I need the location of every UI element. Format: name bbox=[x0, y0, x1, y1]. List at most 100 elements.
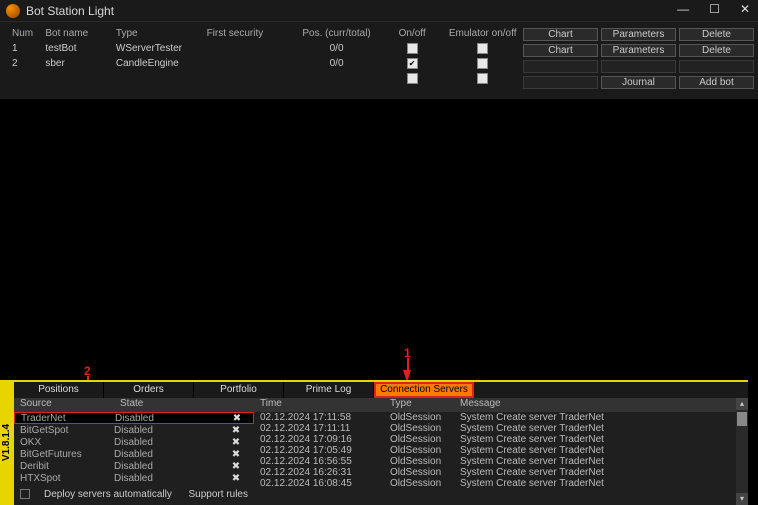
window-title: Bot Station Light bbox=[26, 4, 114, 18]
log-row[interactable]: 02.12.2024 16:26:31OldSessionSystem Crea… bbox=[254, 467, 748, 478]
server-remove-icon[interactable]: ✖ bbox=[225, 413, 249, 424]
server-row[interactable]: BitGetFuturesDisabled✖ bbox=[14, 448, 254, 460]
log-message: System Create server TraderNet bbox=[454, 412, 610, 423]
bot-cell: 2 bbox=[6, 56, 39, 71]
chart-button[interactable]: Chart bbox=[523, 44, 598, 57]
tab-portfolio[interactable]: Portfolio bbox=[194, 382, 284, 398]
server-remove-icon[interactable]: ✖ bbox=[224, 437, 248, 448]
parameters-button[interactable]: Parameters bbox=[601, 28, 676, 41]
log-type: OldSession bbox=[384, 434, 454, 445]
titlebar: Bot Station Light — ☐ ✕ bbox=[0, 0, 758, 22]
log-time: 02.12.2024 16:56:55 bbox=[254, 456, 384, 467]
log-message: System Create server TraderNet bbox=[454, 478, 610, 489]
workspace-empty: 1 2 bbox=[0, 100, 758, 378]
scroll-down-icon[interactable]: ▾ bbox=[736, 493, 748, 505]
log-header-type: Type bbox=[384, 398, 454, 412]
log-row[interactable]: 02.12.2024 17:05:49OldSessionSystem Crea… bbox=[254, 445, 748, 456]
app-logo-icon bbox=[6, 4, 20, 18]
server-source: OKX bbox=[14, 437, 114, 448]
log-message: System Create server TraderNet bbox=[454, 456, 610, 467]
tab-orders[interactable]: Orders bbox=[104, 382, 194, 398]
server-state: Disabled bbox=[115, 413, 225, 424]
bot-header-3: First security bbox=[201, 26, 292, 41]
log-row[interactable]: 02.12.2024 17:11:58OldSessionSystem Crea… bbox=[254, 412, 748, 423]
log-type: OldSession bbox=[384, 412, 454, 423]
parameters-button[interactable]: Parameters bbox=[601, 44, 676, 57]
delete-button[interactable]: Delete bbox=[679, 44, 754, 57]
bot-row[interactable]: 2sberCandleEngine0/0 bbox=[6, 56, 523, 71]
top-area: NumBot nameTypeFirst securityPos. (curr/… bbox=[0, 22, 758, 100]
maximize-button[interactable]: ☐ bbox=[705, 2, 724, 16]
tab-prime-log[interactable]: Prime Log bbox=[284, 382, 374, 398]
bot-cell: testBot bbox=[39, 41, 110, 56]
bot-emu-checkbox[interactable] bbox=[477, 58, 488, 69]
server-remove-icon[interactable]: ✖ bbox=[224, 473, 248, 484]
log-panel: Time Type Message 02.12.2024 17:11:58Old… bbox=[254, 398, 748, 505]
server-header-row: Source State bbox=[14, 398, 254, 412]
server-source: BitGetFutures bbox=[14, 449, 114, 460]
bot-header-4: Pos. (curr/total) bbox=[291, 26, 382, 41]
server-row[interactable]: OKXDisabled✖ bbox=[14, 436, 254, 448]
bot-header-5: On/off bbox=[382, 26, 442, 41]
server-row[interactable]: BitGetSpotDisabled✖ bbox=[14, 424, 254, 436]
server-footer: Deploy servers automatically Support rul… bbox=[14, 483, 254, 505]
log-type: OldSession bbox=[384, 445, 454, 456]
journal-button[interactable]: Journal bbox=[601, 76, 676, 89]
server-remove-icon[interactable]: ✖ bbox=[224, 425, 248, 436]
bot-row[interactable]: 1testBotWServerTester0/0 bbox=[6, 41, 523, 56]
server-remove-icon[interactable]: ✖ bbox=[224, 461, 248, 472]
bot-cell bbox=[201, 56, 292, 71]
deploy-auto-label: Deploy servers automatically bbox=[44, 489, 172, 500]
server-source: Deribit bbox=[14, 461, 114, 472]
server-row[interactable]: TraderNetDisabled✖ bbox=[14, 412, 254, 424]
bot-row-blank bbox=[6, 71, 523, 86]
bot-on-checkbox[interactable] bbox=[407, 58, 418, 69]
version-strip: V1.8.1.4 bbox=[0, 380, 14, 505]
tab-connection-servers[interactable]: Connection Servers bbox=[374, 382, 474, 398]
server-remove-icon[interactable]: ✖ bbox=[224, 449, 248, 460]
bot-on-checkbox[interactable] bbox=[407, 73, 418, 84]
server-row[interactable]: HTXSpotDisabled✖ bbox=[14, 472, 254, 483]
log-row[interactable]: 02.12.2024 17:11:11OldSessionSystem Crea… bbox=[254, 423, 748, 434]
log-message: System Create server TraderNet bbox=[454, 467, 610, 478]
support-rules-button[interactable]: Support rules bbox=[189, 489, 248, 500]
bot-emu-checkbox[interactable] bbox=[477, 73, 488, 84]
bot-header-0: Num bbox=[6, 26, 39, 41]
scroll-thumb[interactable] bbox=[737, 412, 747, 426]
log-header-row: Time Type Message bbox=[254, 398, 748, 412]
server-state: Disabled bbox=[114, 449, 224, 460]
log-time: 02.12.2024 17:11:11 bbox=[254, 423, 384, 434]
log-row[interactable]: 02.12.2024 16:56:55OldSessionSystem Crea… bbox=[254, 456, 748, 467]
bottom-panels: Source State TraderNetDisabled✖BitGetSpo… bbox=[14, 398, 748, 505]
log-time: 02.12.2024 17:09:16 bbox=[254, 434, 384, 445]
bot-header-6: Emulator on/off bbox=[442, 26, 523, 41]
log-row[interactable]: 02.12.2024 17:09:16OldSessionSystem Crea… bbox=[254, 434, 748, 445]
log-row[interactable]: 02.12.2024 16:08:45OldSessionSystem Crea… bbox=[254, 478, 748, 489]
bot-header-1: Bot name bbox=[39, 26, 110, 41]
chart-button[interactable]: Chart bbox=[523, 28, 598, 41]
deploy-auto-checkbox[interactable] bbox=[20, 489, 30, 499]
log-type: OldSession bbox=[384, 423, 454, 434]
version-label: V1.8.1.4 bbox=[2, 424, 13, 461]
delete-button[interactable]: Delete bbox=[679, 28, 754, 41]
log-time: 02.12.2024 16:08:45 bbox=[254, 478, 384, 489]
minimize-button[interactable]: — bbox=[673, 2, 693, 16]
add-bot-button[interactable]: Add bot bbox=[679, 76, 754, 89]
log-type: OldSession bbox=[384, 456, 454, 467]
server-row[interactable]: DeribitDisabled✖ bbox=[14, 460, 254, 472]
scroll-up-icon[interactable]: ▴ bbox=[736, 398, 748, 410]
bot-cell: WServerTester bbox=[110, 41, 201, 56]
bot-emu-checkbox[interactable] bbox=[477, 43, 488, 54]
bot-on-checkbox[interactable] bbox=[407, 43, 418, 54]
bot-cell bbox=[201, 41, 292, 56]
server-state: Disabled bbox=[114, 473, 224, 484]
tab-positions[interactable]: Positions bbox=[14, 382, 104, 398]
bot-cell: sber bbox=[39, 56, 110, 71]
bottom-tabs: PositionsOrdersPortfolioPrime LogConnect… bbox=[14, 380, 748, 398]
bot-cell: 1 bbox=[6, 41, 39, 56]
empty-button bbox=[523, 76, 598, 89]
log-message: System Create server TraderNet bbox=[454, 445, 610, 456]
button-panel: ChartParametersDelete ChartParametersDele… bbox=[523, 22, 758, 99]
close-button[interactable]: ✕ bbox=[736, 2, 754, 16]
log-scrollbar[interactable]: ▴ ▾ bbox=[736, 398, 748, 505]
